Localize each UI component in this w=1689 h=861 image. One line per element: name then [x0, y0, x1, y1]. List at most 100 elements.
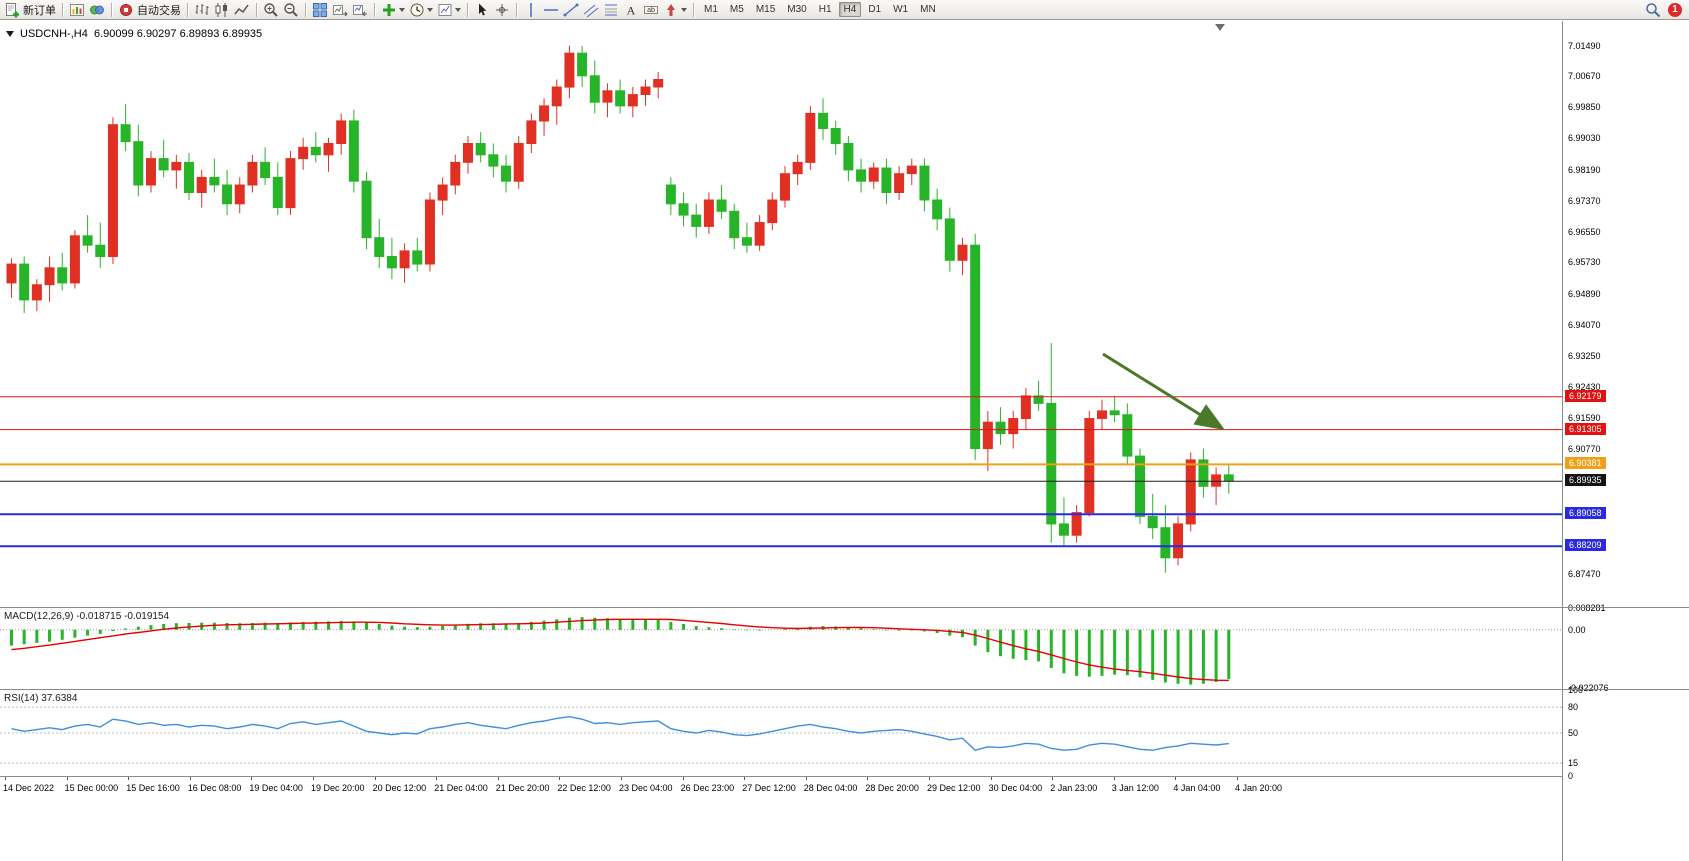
macd-axis-label: -0.022076 [1568, 683, 1609, 693]
candle-body [1223, 474, 1234, 482]
price-axis-label: 6.93250 [1568, 350, 1601, 361]
candle-body [184, 161, 195, 193]
channel-tool[interactable] [581, 1, 601, 19]
time-axis-label: 29 Dec 12:00 [927, 783, 981, 793]
candlestick-type-button[interactable] [212, 1, 232, 19]
timeframe-button-M1[interactable]: M1 [704, 4, 718, 15]
candle-body [754, 222, 765, 246]
toolbar-separator [256, 2, 257, 17]
candle-body [209, 176, 220, 186]
zoom-in-button[interactable] [261, 1, 281, 19]
notification-badge[interactable]: 1 [1668, 2, 1682, 17]
panel-separator[interactable] [0, 607, 1689, 608]
tile-windows-icon [313, 2, 327, 17]
new-chart-button[interactable] [67, 1, 87, 19]
price-axis-label: 6.97370 [1568, 195, 1601, 206]
time-tick [1052, 777, 1054, 780]
candle-body [729, 210, 740, 239]
chart-shift-button[interactable] [350, 1, 370, 19]
time-tick [497, 777, 499, 780]
candle-body [526, 120, 537, 145]
candle-body [640, 86, 651, 95]
timeframe-button-M5[interactable]: M5 [729, 4, 744, 15]
svg-text:A: A [627, 3, 636, 17]
trend-arrow-annotation[interactable] [1102, 352, 1226, 431]
rsi-axis-label: 80 [1568, 702, 1579, 713]
candle-body [386, 256, 397, 269]
fibonacci-tool[interactable] [601, 1, 621, 19]
main-price-chart[interactable] [0, 21, 1562, 607]
trendline-tool[interactable] [561, 1, 581, 19]
crosshair-button[interactable] [492, 1, 512, 19]
macd-indicator-chart[interactable] [0, 608, 1562, 688]
horizontal-line-icon [544, 8, 558, 11]
timeframe-button-M30[interactable]: M30 [787, 4, 807, 15]
price-axis-label: 7.01490 [1568, 40, 1601, 51]
period-button[interactable] [407, 1, 435, 19]
candle-body [1071, 512, 1082, 536]
panel-separator[interactable] [0, 689, 1689, 690]
timeframe-button-H1[interactable]: H1 [818, 4, 832, 15]
price-badge: 6.90381 [1565, 457, 1606, 470]
arrows-tool[interactable] [661, 1, 689, 19]
rsi-indicator-chart[interactable] [0, 690, 1562, 776]
candle-body [678, 203, 689, 216]
price-axis-label: 6.87470 [1568, 568, 1601, 579]
price-axis-label: 6.92430 [1568, 381, 1601, 392]
zoom-out-button[interactable] [281, 1, 301, 19]
price-badge: 6.88209 [1565, 539, 1606, 552]
search-button[interactable] [1643, 1, 1663, 19]
candle-body [1198, 459, 1209, 487]
timeframe-button-M15[interactable]: M15 [755, 4, 776, 15]
candle-body [982, 421, 993, 450]
timeframe-button-D1[interactable]: D1 [868, 4, 882, 15]
time-tick [559, 777, 561, 780]
price-badge: 6.92179 [1565, 389, 1606, 402]
candle-body [247, 161, 258, 186]
price-badge: 6.89935 [1565, 474, 1606, 487]
chevron-down-icon [427, 7, 433, 12]
vertical-line-tool[interactable] [521, 1, 541, 19]
text-tool[interactable]: A [621, 1, 641, 19]
tile-windows-button[interactable] [310, 1, 330, 19]
candle-body [741, 237, 752, 246]
candle-body [932, 199, 943, 220]
autotrading-button[interactable]: 自动交易 [116, 1, 183, 19]
auto-scroll-button[interactable] [330, 1, 350, 19]
horizontal-line-tool[interactable] [541, 1, 561, 19]
candle-body [488, 154, 499, 167]
auto-scroll-icon [333, 4, 348, 16]
time-axis[interactable]: 14 Dec 2022 15 Dec 00:00 15 Dec 16:00 16 De… [0, 776, 1562, 800]
macd-label: MACD(12,26,9) -0.018715 -0.019154 [4, 611, 170, 622]
candle-body [906, 165, 917, 175]
timeframe-button-H4[interactable]: H4 [838, 2, 862, 17]
timeframe-button-MN[interactable]: MN [920, 4, 936, 15]
profiles-button[interactable] [87, 1, 107, 19]
time-axis-label: 4 Jan 04:00 [1173, 783, 1221, 793]
cursor-button[interactable] [472, 1, 492, 19]
line-chart-type-button[interactable] [232, 1, 252, 19]
candle-body [1135, 455, 1146, 517]
time-axis-label: 2 Jan 23:00 [1050, 783, 1098, 793]
chart-shift-marker[interactable] [1215, 24, 1225, 31]
timeframe-button-W1[interactable]: W1 [893, 4, 909, 15]
toolbar-separator [467, 2, 468, 17]
profiles-icon [90, 5, 104, 14]
new-order-button[interactable]: 新订单 [2, 1, 58, 19]
one-click-trading-arrow[interactable] [6, 31, 14, 37]
time-axis-label: 22 Dec 12:00 [557, 783, 611, 793]
timeframe-toolbar: M1 M5 M15 M30 H1 H4 D1 W1 MN [698, 2, 942, 17]
add-indicator-button[interactable] [379, 1, 407, 19]
templates-button[interactable] [435, 1, 463, 19]
bar-chart-type-button[interactable] [192, 1, 212, 19]
candle-body [1185, 459, 1196, 525]
price-axis[interactable]: 7.01490 7.00670 6.99850 6.99030 6.98190 6.973… [1562, 21, 1689, 861]
time-axis-label: 27 Dec 12:00 [742, 783, 796, 793]
candle-body [475, 143, 486, 156]
candle-body [602, 90, 613, 103]
time-tick [805, 777, 807, 780]
candle-body [424, 199, 435, 265]
text-label-tool[interactable]: ab [641, 1, 661, 19]
time-tick [929, 777, 930, 780]
candle-body [919, 165, 930, 201]
